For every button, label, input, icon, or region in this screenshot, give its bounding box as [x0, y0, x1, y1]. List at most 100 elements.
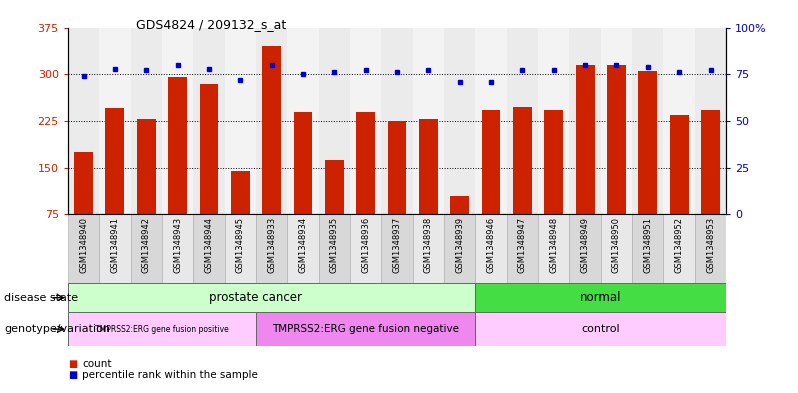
Text: ■: ■: [68, 370, 77, 380]
Bar: [482, 110, 500, 214]
Bar: [256, 28, 287, 214]
Bar: [256, 214, 287, 283]
Text: GSM1348939: GSM1348939: [455, 217, 464, 273]
Bar: [381, 214, 413, 283]
Bar: [476, 283, 726, 312]
Bar: [68, 312, 256, 346]
Bar: [200, 84, 219, 214]
Bar: [601, 28, 632, 214]
Text: GSM1348950: GSM1348950: [612, 217, 621, 273]
Bar: [538, 214, 570, 283]
Bar: [570, 28, 601, 214]
Bar: [162, 214, 193, 283]
Bar: [663, 28, 695, 214]
Bar: [507, 214, 538, 283]
Bar: [601, 214, 632, 283]
Bar: [131, 214, 162, 283]
Bar: [74, 152, 93, 214]
Bar: [68, 283, 476, 312]
Bar: [224, 28, 256, 214]
Bar: [444, 214, 476, 283]
Bar: [513, 107, 531, 214]
Text: GSM1348937: GSM1348937: [393, 217, 401, 273]
Bar: [538, 28, 570, 214]
Bar: [350, 214, 381, 283]
Bar: [193, 28, 224, 214]
Text: count: count: [82, 358, 112, 369]
Text: control: control: [582, 324, 620, 334]
Text: GDS4824 / 209132_s_at: GDS4824 / 209132_s_at: [136, 18, 286, 31]
Bar: [68, 214, 99, 283]
Bar: [263, 46, 281, 214]
Bar: [131, 28, 162, 214]
Bar: [350, 28, 381, 214]
Text: TMPRSS2:ERG gene fusion positive: TMPRSS2:ERG gene fusion positive: [95, 325, 229, 334]
Text: GSM1348948: GSM1348948: [549, 217, 559, 273]
Bar: [638, 71, 658, 214]
Bar: [476, 312, 726, 346]
Bar: [544, 110, 563, 214]
Bar: [168, 77, 187, 214]
Bar: [231, 171, 250, 214]
Text: GSM1348941: GSM1348941: [110, 217, 120, 273]
Bar: [105, 108, 124, 214]
Text: GSM1348938: GSM1348938: [424, 217, 433, 273]
Text: ■: ■: [68, 358, 77, 369]
Bar: [224, 214, 256, 283]
Text: GSM1348936: GSM1348936: [361, 217, 370, 273]
Bar: [476, 214, 507, 283]
Bar: [632, 214, 663, 283]
Text: GSM1348943: GSM1348943: [173, 217, 182, 273]
Bar: [381, 28, 413, 214]
Bar: [575, 65, 595, 214]
Text: GSM1348947: GSM1348947: [518, 217, 527, 273]
Bar: [413, 214, 444, 283]
Text: genotype/variation: genotype/variation: [4, 324, 110, 334]
Bar: [287, 214, 318, 283]
Bar: [136, 119, 156, 214]
Text: GSM1348935: GSM1348935: [330, 217, 339, 273]
Bar: [632, 28, 663, 214]
Bar: [356, 112, 375, 214]
Bar: [670, 115, 689, 214]
Bar: [450, 195, 469, 214]
Text: GSM1348945: GSM1348945: [235, 217, 245, 273]
Text: percentile rank within the sample: percentile rank within the sample: [82, 370, 258, 380]
Text: GSM1348951: GSM1348951: [643, 217, 652, 273]
Bar: [570, 214, 601, 283]
Bar: [701, 110, 720, 214]
Text: prostate cancer: prostate cancer: [209, 291, 302, 304]
Bar: [695, 28, 726, 214]
Bar: [444, 28, 476, 214]
Bar: [607, 65, 626, 214]
Text: normal: normal: [580, 291, 622, 304]
Text: GSM1348949: GSM1348949: [581, 217, 590, 273]
Bar: [287, 28, 318, 214]
Text: TMPRSS2:ERG gene fusion negative: TMPRSS2:ERG gene fusion negative: [272, 324, 459, 334]
Text: GSM1348940: GSM1348940: [79, 217, 88, 273]
Bar: [388, 121, 406, 214]
Bar: [162, 28, 193, 214]
Bar: [256, 312, 476, 346]
Bar: [99, 214, 131, 283]
Bar: [325, 160, 344, 214]
Bar: [294, 112, 312, 214]
Bar: [318, 214, 350, 283]
Text: GSM1348952: GSM1348952: [674, 217, 684, 273]
Text: GSM1348946: GSM1348946: [487, 217, 496, 273]
Bar: [663, 214, 695, 283]
Text: GSM1348944: GSM1348944: [204, 217, 213, 273]
Text: GSM1348933: GSM1348933: [267, 217, 276, 273]
Text: disease state: disease state: [4, 293, 78, 303]
Bar: [193, 214, 224, 283]
Bar: [318, 28, 350, 214]
Bar: [413, 28, 444, 214]
Bar: [695, 214, 726, 283]
Text: GSM1348953: GSM1348953: [706, 217, 715, 273]
Bar: [68, 28, 99, 214]
Bar: [99, 28, 131, 214]
Bar: [419, 119, 438, 214]
Bar: [476, 28, 507, 214]
Text: GSM1348934: GSM1348934: [298, 217, 307, 273]
Bar: [507, 28, 538, 214]
